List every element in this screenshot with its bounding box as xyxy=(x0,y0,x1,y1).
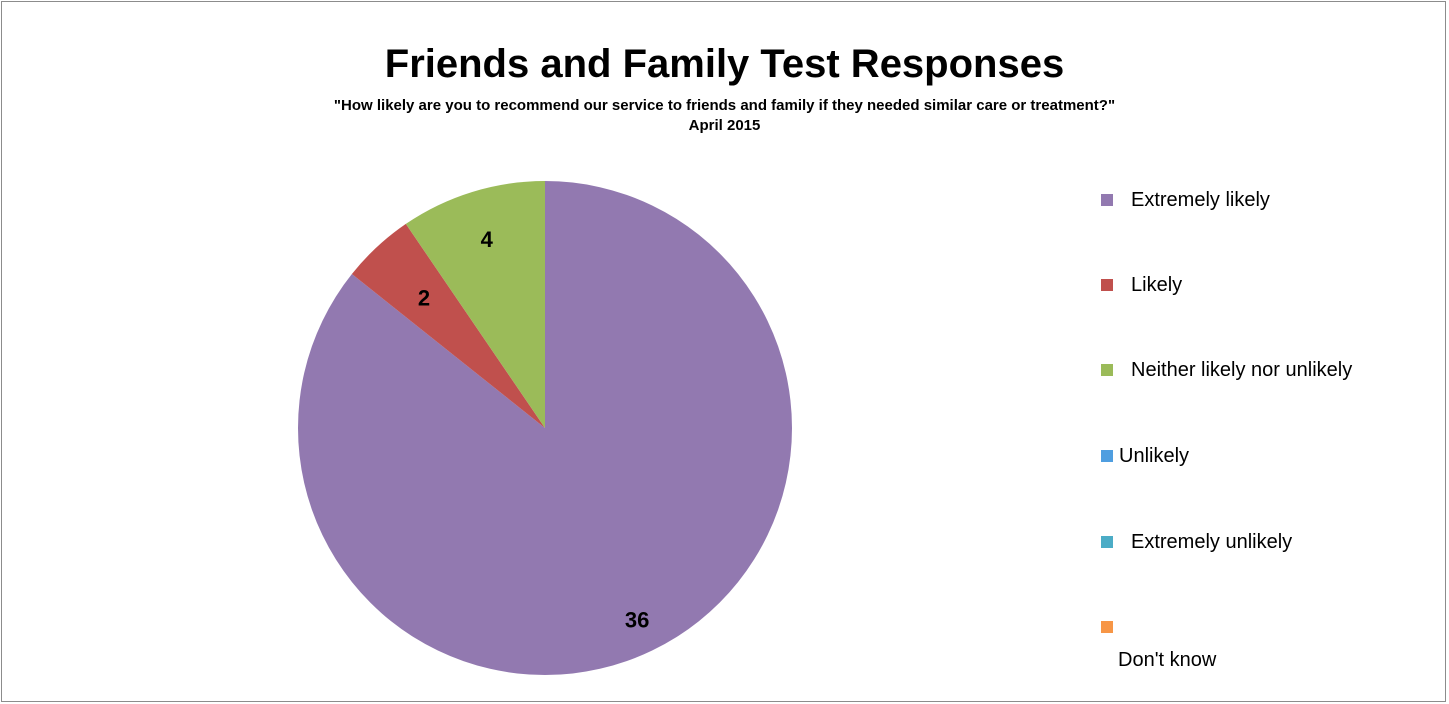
legend-swatch-don-t-know xyxy=(1101,621,1113,633)
legend-swatch-extremely-unlikely xyxy=(1101,536,1113,548)
legend-label-neither-likely-nor-unlikely: Neither likely nor unlikely xyxy=(1131,359,1353,381)
legend-swatch-neither-likely-nor-unlikely xyxy=(1101,364,1113,376)
data-label-likely: 2 xyxy=(418,286,430,311)
legend-label-unlikely: Unlikely xyxy=(1119,445,1190,467)
pie-data-labels: 36 2 4 xyxy=(418,227,649,632)
chart-period: April 2015 xyxy=(688,117,761,134)
chart-title: Friends and Family Test Responses xyxy=(384,42,1065,86)
pie-slice-neither-likely-nor-unlikely xyxy=(405,181,545,428)
chart-subtitle: "How likely are you to recommend our ser… xyxy=(333,97,1116,114)
legend-label-don-t-know: Don't know xyxy=(1118,649,1217,671)
legend-swatch-likely xyxy=(1101,279,1113,291)
pie-slices xyxy=(298,181,793,675)
legend-label-likely: Likely xyxy=(1131,274,1183,296)
legend-label-extremely-likely: Extremely likely xyxy=(1131,189,1270,211)
legend-label-extremely-unlikely: Extremely unlikely xyxy=(1131,531,1293,553)
data-label-neither-likely-nor-unlikely: 4 xyxy=(481,227,494,252)
pie-slice-likely xyxy=(351,223,545,428)
data-label-extremely-likely: 36 xyxy=(625,607,649,632)
legend-swatch-extremely-likely xyxy=(1101,194,1113,206)
legend-swatch-unlikely xyxy=(1101,450,1113,462)
